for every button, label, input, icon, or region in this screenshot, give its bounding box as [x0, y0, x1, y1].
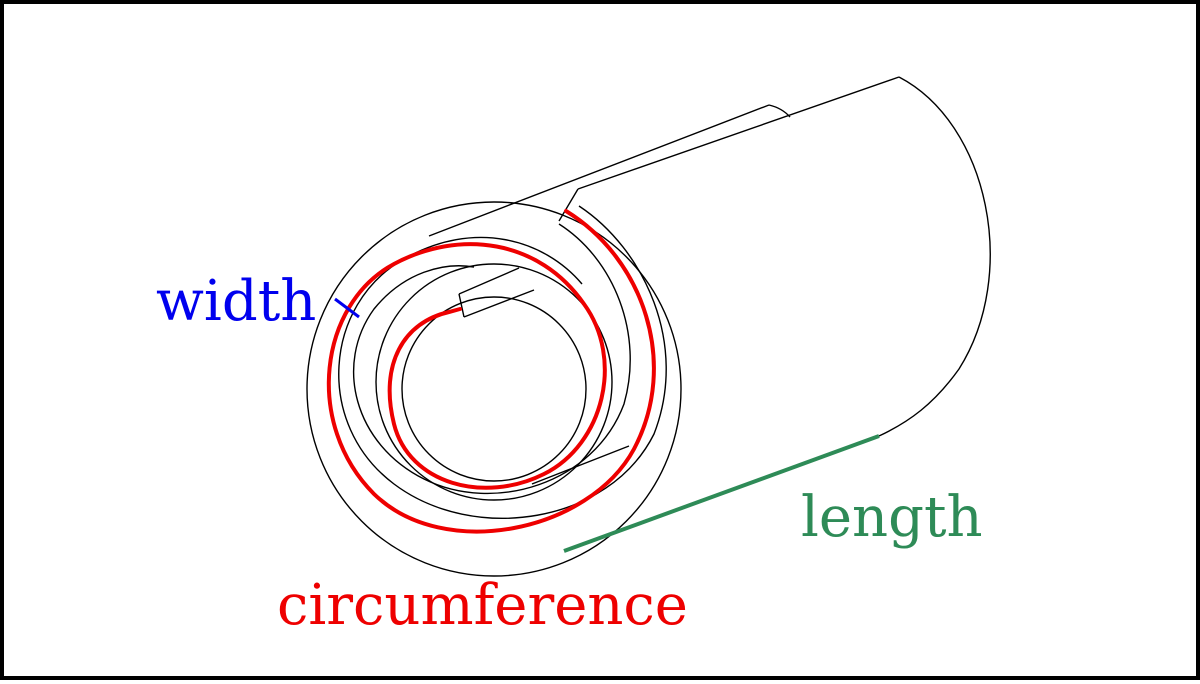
innermost-edge [375, 263, 613, 501]
roll-outer-top-edge [428, 104, 770, 237]
roll-back-lip [768, 104, 791, 118]
roll-outer-curve [878, 76, 991, 437]
inner-slit-cap [458, 293, 465, 318]
outer-layer-edge [306, 201, 682, 577]
length-label: length [801, 485, 983, 550]
inner-slit-lower [531, 445, 630, 485]
rolled-sheet-diagram: width length circumference [156, 76, 991, 638]
inner-slit-upper [463, 289, 535, 318]
length-edge [563, 434, 880, 553]
circumference-spiral [326, 209, 656, 534]
second-layer-edge [338, 205, 667, 519]
inner-slit-top [458, 267, 520, 295]
third-layer-edge [353, 223, 631, 495]
inner-hole-edge [401, 296, 587, 482]
width-marker [334, 297, 360, 319]
roll-slit-left [558, 188, 579, 222]
width-label: width [156, 269, 316, 334]
roll-far-edge [577, 76, 900, 190]
circumference-label: circumference [277, 573, 688, 638]
